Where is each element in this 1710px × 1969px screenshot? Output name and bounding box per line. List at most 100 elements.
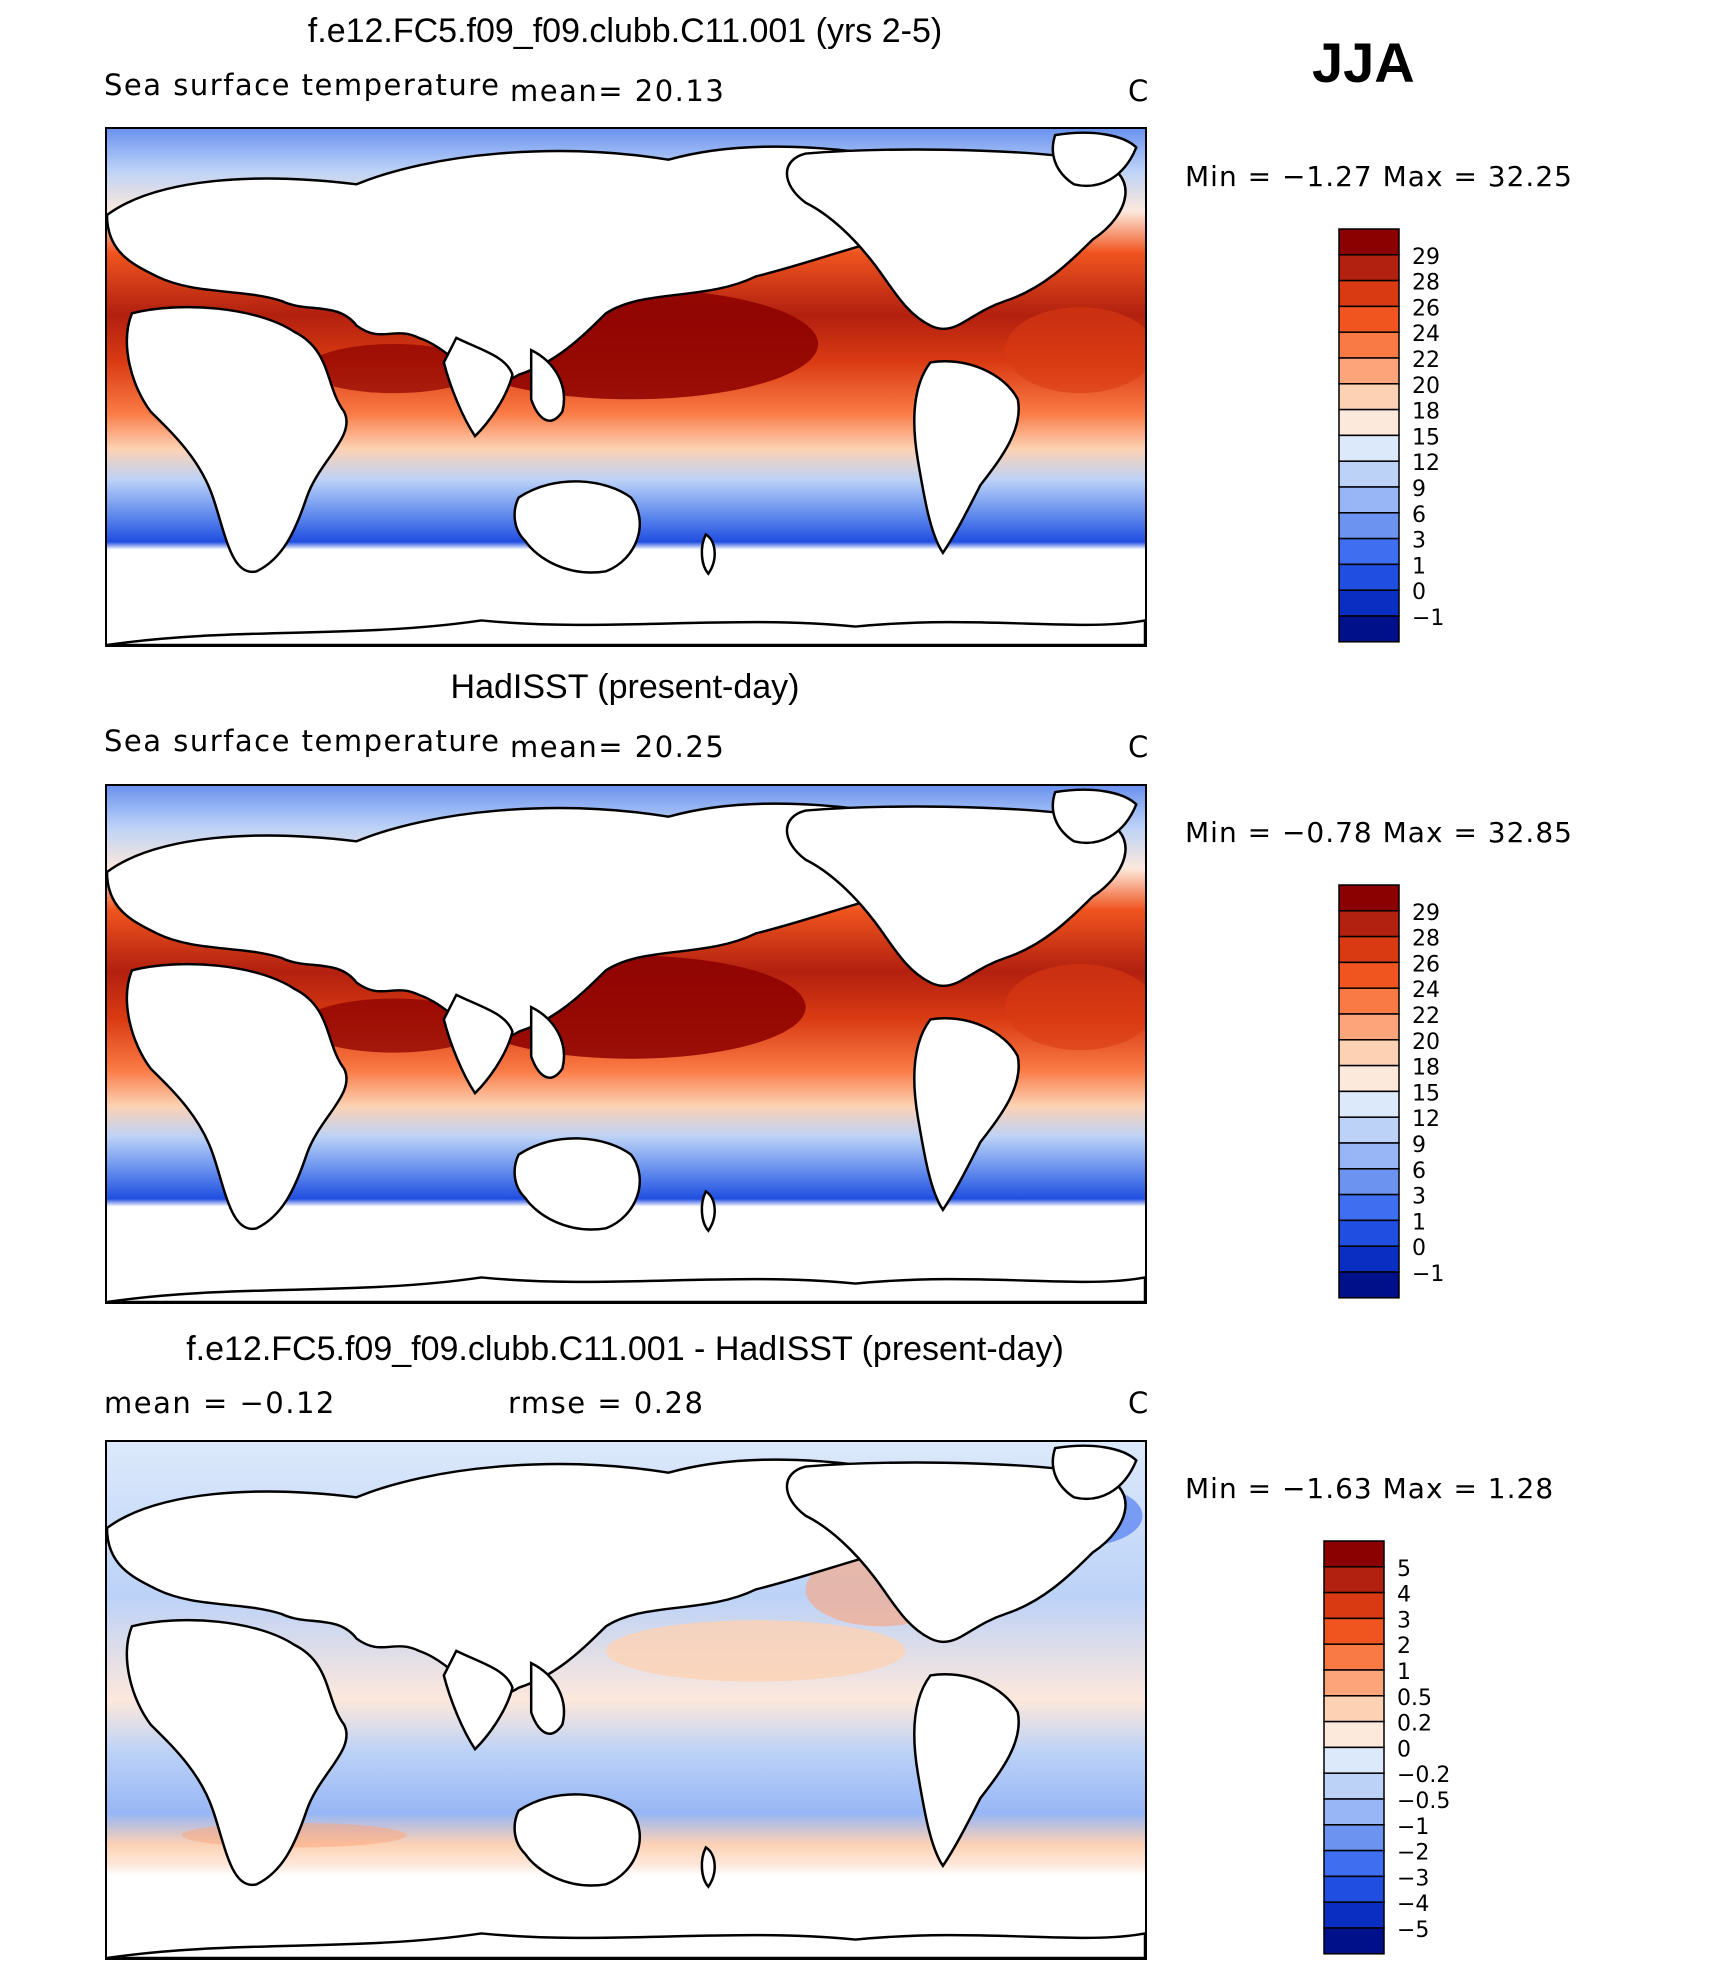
colorbar-swatch — [1323, 1720, 1385, 1749]
colorbar-level-label: 22 — [1412, 348, 1440, 373]
colorbar-swatch — [1338, 987, 1400, 1015]
panel-diff-map — [105, 1440, 1147, 1960]
colorbar-swatch — [1338, 961, 1400, 989]
colorbar-level-label: −3 — [1397, 1866, 1429, 1891]
colorbar-level-label: 0 — [1412, 1236, 1426, 1261]
colorbar-level-label: 15 — [1412, 425, 1440, 450]
panel-model-variable: Sea surface temperature — [104, 68, 501, 102]
colorbar-swatch — [1338, 383, 1400, 411]
colorbar-swatch — [1338, 331, 1400, 359]
colorbar-swatch — [1323, 1927, 1385, 1955]
colorbar-swatch — [1323, 1617, 1385, 1645]
colorbar-swatch — [1338, 460, 1400, 488]
colorbar-level-label: −0.2 — [1397, 1763, 1450, 1788]
colorbar-swatch — [1338, 228, 1400, 256]
colorbar-swatch — [1338, 935, 1400, 964]
colorbar-swatch — [1338, 1168, 1400, 1196]
season-label: JJA — [1312, 31, 1415, 94]
colorbar-swatch — [1338, 486, 1400, 514]
colorbar-swatch — [1338, 357, 1400, 385]
colorbar-swatch — [1338, 537, 1400, 566]
colorbar-level-label: 20 — [1412, 1030, 1440, 1055]
colorbar-swatch — [1338, 1245, 1400, 1273]
colorbar-level-label: 26 — [1412, 952, 1440, 977]
colorbar-swatch — [1323, 1798, 1385, 1826]
colorbar-swatch — [1338, 615, 1400, 643]
colorbar-level-label: 0.2 — [1397, 1712, 1432, 1737]
colorbar-level-label: 29 — [1412, 901, 1440, 926]
panel-obs-map — [105, 784, 1147, 1304]
colorbar-swatch — [1338, 589, 1400, 617]
colorbar-level-label: 18 — [1412, 400, 1440, 425]
colorbar-level-label: 3 — [1412, 1185, 1426, 1210]
colorbar-level-label: −1 — [1412, 1262, 1444, 1287]
panel-obs-minmax: Min = −0.78 Max = 32.85 — [1185, 816, 1573, 849]
colorbar-swatch — [1323, 1901, 1385, 1929]
colorbar-level-label: −4 — [1397, 1892, 1429, 1917]
colorbar-swatch — [1323, 1824, 1385, 1852]
colorbar-level-label: 3 — [1397, 1608, 1411, 1633]
colorbar-level-label: 24 — [1412, 978, 1440, 1003]
colorbar-level-label: 3 — [1412, 529, 1426, 554]
colorbar-level-label: 28 — [1412, 927, 1440, 952]
colorbar-level-label: −1 — [1397, 1815, 1429, 1840]
panel-model-map — [105, 127, 1147, 647]
colorbar-level-label: 0 — [1397, 1737, 1411, 1762]
colorbar-swatch — [1323, 1875, 1385, 1903]
panel-obs-units: C — [1128, 730, 1150, 764]
colorbar-swatch — [1338, 408, 1400, 437]
colorbar-level-label: 0.5 — [1397, 1686, 1432, 1711]
colorbar-level-label: −2 — [1397, 1841, 1429, 1866]
colorbar-swatch — [1323, 1849, 1385, 1878]
colorbar-swatch — [1323, 1695, 1385, 1723]
colorbar-swatch — [1338, 1271, 1400, 1299]
panel-model-minmax: Min = −1.27 Max = 32.25 — [1185, 160, 1573, 193]
colorbar-swatch — [1323, 1566, 1385, 1594]
colorbar-swatch — [1338, 884, 1400, 912]
colorbar-level-label: 9 — [1412, 1133, 1426, 1158]
colorbar-level-label: 18 — [1412, 1056, 1440, 1081]
colorbar-swatch — [1338, 254, 1400, 282]
colorbar-level-label: −5 — [1397, 1918, 1429, 1943]
colorbar-swatch — [1338, 434, 1400, 462]
colorbar-level-label: 4 — [1397, 1583, 1411, 1608]
colorbar-swatch — [1338, 512, 1400, 540]
colorbar-level-label: 12 — [1412, 1107, 1440, 1132]
colorbar-level-label: 2 — [1397, 1634, 1411, 1659]
panel-obs-title: HadISST (present-day) — [450, 668, 800, 706]
colorbar-swatch — [1338, 1219, 1400, 1247]
colorbar-swatch — [1338, 1064, 1400, 1093]
colorbar-swatch — [1323, 1669, 1385, 1697]
colorbar-level-label: 28 — [1412, 271, 1440, 296]
panel-diff-mean: mean = −0.12 — [104, 1386, 336, 1420]
panel-model-colorbar: 29 28 26 24 22 20 18 15 12 9 6 3 1 0 −1 — [1338, 228, 1498, 645]
colorbar-level-label: 24 — [1412, 322, 1440, 347]
colorbar-swatch — [1338, 1013, 1400, 1041]
colorbar-level-label: 1 — [1412, 1210, 1426, 1235]
colorbar-swatch — [1338, 1142, 1400, 1170]
colorbar-level-label: 6 — [1412, 503, 1426, 528]
panel-diff-units: C — [1128, 1386, 1150, 1420]
colorbar-swatch — [1323, 1643, 1385, 1671]
colorbar-level-label: 26 — [1412, 296, 1440, 321]
colorbar-level-label: 0 — [1412, 580, 1426, 605]
panel-diff-title: f.e12.FC5.f09_f09.clubb.C11.001 - HadISS… — [186, 1330, 1064, 1368]
colorbar-level-label: 15 — [1412, 1081, 1440, 1106]
panel-model-title: f.e12.FC5.f09_f09.clubb.C11.001 (yrs 2-5… — [307, 12, 943, 50]
colorbar-level-label: 6 — [1412, 1159, 1426, 1184]
colorbar-swatch — [1323, 1772, 1385, 1800]
colorbar-level-label: 9 — [1412, 477, 1426, 502]
colorbar-swatch — [1338, 1193, 1400, 1222]
colorbar-level-label: 5 — [1397, 1557, 1411, 1582]
colorbar-level-label: 29 — [1412, 245, 1440, 270]
panel-obs-mean: mean= 20.25 — [510, 730, 726, 764]
colorbar-swatch — [1338, 910, 1400, 938]
panel-obs-colorbar: 29 28 26 24 22 20 18 15 12 9 6 3 1 0 −1 — [1338, 884, 1498, 1301]
colorbar-swatch — [1323, 1591, 1385, 1620]
colorbar-level-label: 1 — [1412, 554, 1426, 579]
colorbar-level-label: 12 — [1412, 451, 1440, 476]
panel-diff-colorbar: 5 4 3 2 1 0.5 0.2 0 −0.2 −0.5 −1 −2 −3 −4 −5 — [1323, 1540, 1483, 1957]
